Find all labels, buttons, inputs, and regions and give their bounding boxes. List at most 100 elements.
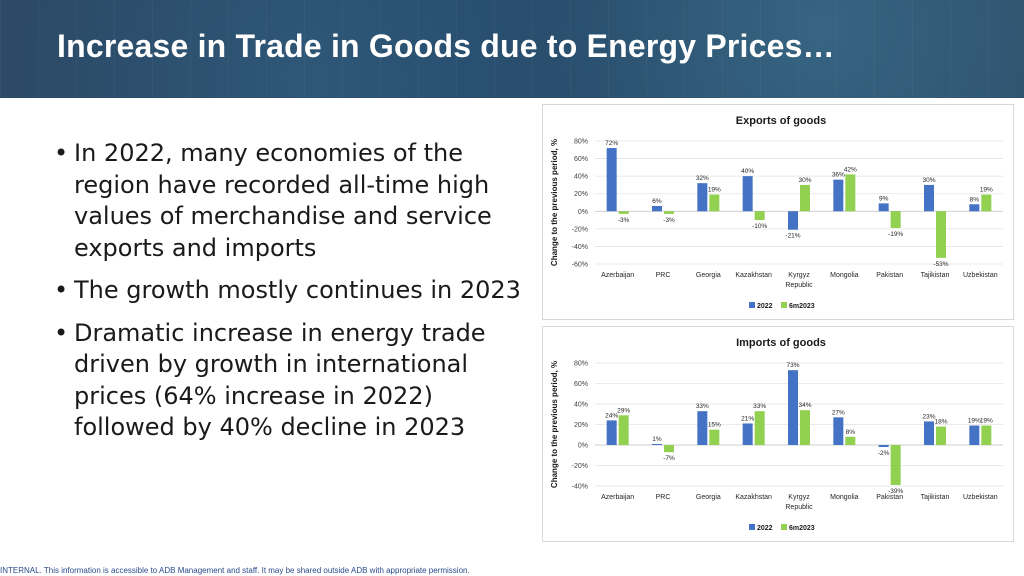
y-tick-label: -20% <box>572 226 588 233</box>
bar-2022 <box>788 370 798 445</box>
bullet-dot-icon: • <box>54 276 69 304</box>
data-label: 21% <box>741 415 754 422</box>
bar-2022 <box>833 417 844 445</box>
chart-title: Imports of goods <box>736 337 826 349</box>
x-tick-label: Tajikistan <box>921 272 950 279</box>
bar-2022 <box>652 443 662 445</box>
data-label: 72% <box>605 140 618 147</box>
x-tick-label: Azerbaijan <box>601 272 634 279</box>
data-label: 19% <box>708 187 721 194</box>
bullet-text: In 2022, many economies of the region ha… <box>74 139 492 262</box>
y-tick-label: 80% <box>574 139 588 146</box>
data-label: 33% <box>753 403 766 410</box>
data-label: 29% <box>617 407 630 414</box>
bar-2022 <box>697 183 708 212</box>
bullet-list: • In 2022, many economies of the region h… <box>52 138 522 455</box>
legend-label: 2022 <box>757 525 773 532</box>
exports-chart-svg: Exports of goods Change to the previous p… <box>550 115 1003 310</box>
data-label: 18% <box>934 419 947 426</box>
bar-2022 <box>924 184 934 212</box>
legend-label: 2022 <box>757 303 773 310</box>
bar-6m2023 <box>618 415 629 445</box>
bar-2022 <box>833 179 844 212</box>
x-tick-label: PRC <box>656 272 671 279</box>
y-tick-label: -20% <box>572 463 588 470</box>
bar-6m2023 <box>709 429 720 445</box>
x-tick-label: Kyrgyz <box>788 272 810 279</box>
bar-2022 <box>878 203 889 212</box>
data-label: 15% <box>708 422 721 429</box>
legend-swatch-6m2023 <box>781 302 787 308</box>
legend-swatch-2022 <box>749 524 755 530</box>
data-label: 8% <box>970 196 980 203</box>
x-tick-label: Georgia <box>696 272 721 279</box>
bar-2022 <box>742 423 753 445</box>
x-tick-label: Georgia <box>696 494 721 501</box>
bar-2022 <box>878 445 889 448</box>
data-label: 36% <box>832 172 845 179</box>
data-label: 8% <box>846 429 856 436</box>
bar-2022 <box>606 420 617 445</box>
data-label: 19% <box>980 187 993 194</box>
page-title: Increase in Trade in Goods due to Energy… <box>57 28 835 64</box>
y-tick-label: 0% <box>578 209 588 216</box>
bar-2022 <box>742 176 753 212</box>
y-tick-label: 20% <box>574 422 588 429</box>
bar-6m2023 <box>890 445 901 485</box>
legend-swatch-2022 <box>749 302 755 308</box>
data-label: 30% <box>922 177 935 184</box>
footer-notice: INTERNAL. This information is accessible… <box>0 566 470 575</box>
data-label: 30% <box>798 177 811 184</box>
title-banner: Increase in Trade in Goods due to Energy… <box>0 0 1024 98</box>
data-label: -2% <box>878 450 890 457</box>
data-label: 40% <box>741 168 754 175</box>
data-label: 9% <box>879 195 889 202</box>
bar-2022 <box>969 425 980 445</box>
data-label: -3% <box>663 217 675 224</box>
x-tick-label: Pakistan <box>876 494 903 501</box>
bullet-item: • The growth mostly continues in 2023 <box>52 275 522 307</box>
data-label: 6% <box>652 198 662 205</box>
bar-6m2023 <box>664 445 674 453</box>
data-label: 1% <box>652 436 662 443</box>
bar-6m2023 <box>936 211 946 258</box>
data-label: 42% <box>844 166 857 173</box>
bar-2022 <box>652 206 662 212</box>
bullet-text: The growth mostly continues in 2023 <box>74 276 521 304</box>
y-tick-label: 20% <box>574 191 588 198</box>
bar-6m2023 <box>709 194 720 212</box>
y-tick-label: 60% <box>574 381 588 388</box>
bar-6m2023 <box>981 194 992 212</box>
data-label: -19% <box>888 231 903 238</box>
x-tick-label: Kazakhstan <box>735 494 772 501</box>
imports-chart: Imports of goods Change to the previous p… <box>542 326 1014 542</box>
x-tick-label: Mongolia <box>830 494 859 501</box>
y-axis-label: Change to the previous period, % <box>550 361 559 488</box>
bar-6m2023 <box>981 425 992 445</box>
bar-2022 <box>969 204 980 212</box>
data-label: -21% <box>785 233 800 240</box>
y-tick-label: 60% <box>574 156 588 163</box>
legend-label: 6m2023 <box>789 525 815 532</box>
x-tick-label: Pakistan <box>876 272 903 279</box>
x-tick-label: Tajikistan <box>921 494 950 501</box>
data-label: -39% <box>888 488 903 495</box>
data-label: 32% <box>696 175 709 182</box>
data-label: 27% <box>832 409 845 416</box>
data-label: -53% <box>933 261 948 268</box>
bar-2022 <box>924 421 934 445</box>
x-tick-label: Mongolia <box>830 272 859 279</box>
bullet-item: • In 2022, many economies of the region h… <box>52 138 522 264</box>
x-tick-label: PRC <box>656 494 671 501</box>
x-tick-label: Uzbekistan <box>963 272 998 279</box>
y-tick-label: -40% <box>572 244 588 251</box>
bullet-item: • Dramatic increase in energy trade drive… <box>52 318 522 444</box>
bar-6m2023 <box>754 411 765 445</box>
bar-6m2023 <box>800 184 810 212</box>
x-tick-label: Azerbaijan <box>601 494 634 501</box>
data-label: 23% <box>922 413 935 420</box>
y-tick-label: 40% <box>574 402 588 409</box>
bar-6m2023 <box>618 211 629 214</box>
imports-chart-svg: Imports of goods Change to the previous p… <box>550 337 1003 532</box>
bar-6m2023 <box>845 436 856 445</box>
